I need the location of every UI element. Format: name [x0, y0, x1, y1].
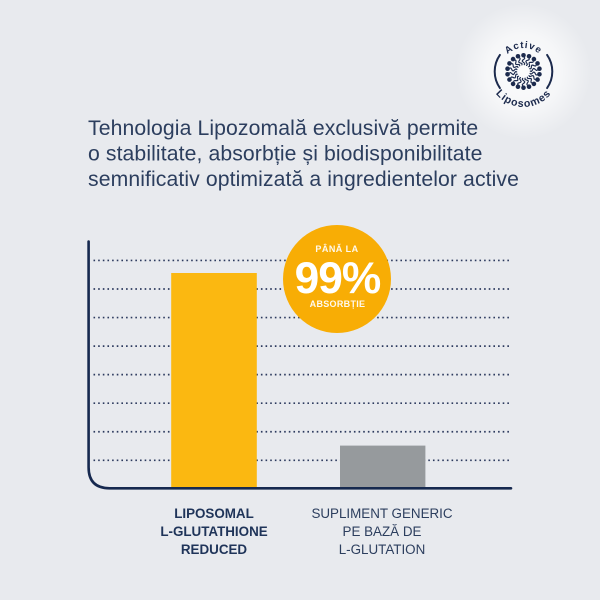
svg-text:PÂNĂ LA: PÂNĂ LA — [315, 243, 358, 254]
svg-text:SUPLIMENT GENERIC: SUPLIMENT GENERIC — [311, 506, 452, 521]
svg-text:Active: Active — [503, 40, 544, 57]
svg-text:Tehnologia Lipozomală exclusiv: Tehnologia Lipozomală exclusivă permite — [88, 117, 478, 140]
svg-text:semnificativ optimizată a ingr: semnificativ optimizată a ingredientelor… — [88, 168, 519, 191]
svg-text:PE BAZĂ DE: PE BAZĂ DE — [343, 524, 422, 539]
svg-text:LIPOSOMAL: LIPOSOMAL — [174, 506, 254, 521]
svg-text:ABSORBȚIE: ABSORBȚIE — [310, 299, 366, 309]
svg-text:L-GLUTATION: L-GLUTATION — [339, 542, 426, 557]
svg-text:99%: 99% — [295, 254, 381, 303]
svg-text:L-GLUTATHIONE: L-GLUTATHIONE — [160, 524, 267, 539]
svg-text:REDUCED: REDUCED — [181, 542, 248, 557]
svg-text:o stabilitate, absorbție și bi: o stabilitate, absorbție și biodisponibi… — [88, 143, 482, 166]
